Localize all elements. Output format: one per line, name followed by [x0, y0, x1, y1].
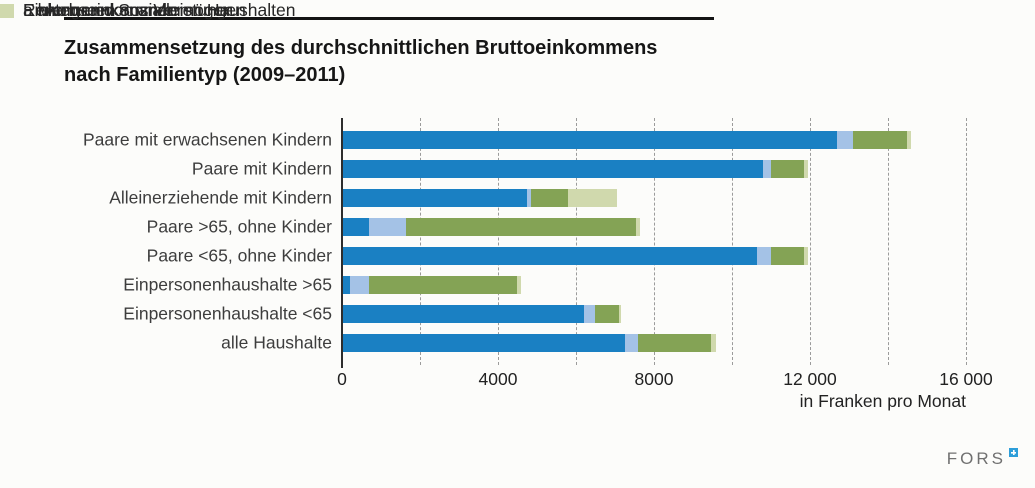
bar-segment-einkommen-aus-verm-gen — [527, 189, 532, 207]
bar-segment-a-hlungen-von-anderen-haushalten — [636, 218, 641, 236]
bar-row: Alleinerziehende mit Kindern — [109, 188, 617, 208]
bar-segment-einkommen-aus-verm-gen — [757, 247, 771, 265]
gridline — [576, 118, 577, 365]
bar-segment-renten-und-sozialleistungen — [852, 131, 908, 149]
legend-swatch-zahlungen-von-anderen-haushalten — [0, 3, 14, 18]
category-label: Alleinerziehende mit Kindern — [109, 187, 332, 208]
bar-segment-renten-und-sozialleistungen — [770, 247, 805, 265]
title-line-2: nach Familientyp (2009–2011) — [64, 64, 346, 86]
bar-segment-a-hlungen-von-anderen-haushalten — [907, 131, 912, 149]
bar-segment-renten-und-sozialleistungen — [770, 160, 805, 178]
fors-logo: FORS — [946, 448, 1018, 469]
fors-cross-icon — [1009, 448, 1018, 457]
plot-area: Paare mit erwachsenen Kindern Paare mit K… — [83, 118, 967, 365]
bar-segment-erwerbseinkommen — [342, 160, 764, 178]
bar-segment-renten-und-sozialleistungen — [369, 276, 518, 294]
legend-label: Einkommen aus Vermögen — [23, 0, 234, 20]
title-line-1: Zusammensetzung des durchschnittlichen B… — [64, 37, 658, 59]
page-title: Zusammensetzung des durchschnittlichen B… — [64, 35, 657, 89]
legend-label: Erwerbseinkommen — [23, 0, 178, 20]
gridline — [654, 118, 655, 365]
gridline — [888, 118, 889, 365]
category-label: Paare mit Kindern — [191, 158, 332, 179]
bar-segment-erwerbseinkommen — [342, 189, 528, 207]
x-tick-label: 4000 — [478, 369, 518, 389]
bar-segment-einkommen-aus-verm-gen — [369, 218, 407, 236]
bar-row: Einpersonenhaushalte <65 — [123, 304, 621, 324]
bar-segment-erwerbseinkommen — [342, 334, 625, 352]
bar-segment-einkommen-aus-verm-gen — [763, 160, 771, 178]
bar-segment-renten-und-sozialleistungen — [638, 334, 711, 352]
bar-segment-erwerbseinkommen — [342, 305, 584, 323]
fors-logo-text: FORS — [946, 449, 1006, 468]
legend-label: a hlungen von anderen Haushalten — [23, 0, 296, 20]
bar-segment-einkommen-aus-verm-gen — [624, 334, 639, 352]
x-tick-label: 12 000 — [783, 369, 837, 389]
x-axis-ticks: 0 4000 8000 12 000 16 000 — [337, 369, 993, 391]
gridline — [966, 118, 967, 365]
gridline — [732, 118, 733, 365]
bar-segment-a-hlungen-von-anderen-haushalten — [517, 276, 522, 294]
bar-segment-erwerbseinkommen — [342, 276, 350, 294]
bar-segment-erwerbseinkommen — [342, 131, 838, 149]
bar-segment-einkommen-aus-verm-gen — [837, 131, 853, 149]
bar-segment-a-hlungen-von-anderen-haushalten — [804, 160, 809, 178]
legend-label: Renten und Sozialleistungen — [23, 0, 246, 20]
gridline — [498, 118, 499, 365]
title-rule — [64, 17, 714, 20]
bar-segment-renten-und-sozialleistungen — [406, 218, 637, 236]
x-tick-label: 16 000 — [939, 369, 993, 389]
bar-segment-renten-und-sozialleistungen — [531, 189, 569, 207]
y-axis-line — [341, 118, 343, 368]
category-label: Einpersonenhaushalte >65 — [123, 274, 332, 295]
bar-segment-a-hlungen-von-anderen-haushalten — [618, 305, 621, 323]
bar-segment-erwerbseinkommen — [342, 247, 758, 265]
gridline — [420, 118, 421, 365]
x-tick-label: 0 — [337, 369, 347, 389]
bar-segment-a-hlungen-von-anderen-haushalten — [568, 189, 617, 207]
bar-row: Einpersonenhaushalte >65 — [123, 275, 522, 295]
bar-segment-a-hlungen-von-anderen-haushalten — [710, 334, 717, 352]
legend-item: a hlungen von anderen Haushalten — [0, 0, 295, 21]
category-label: Paare mit erwachsenen Kindern — [82, 129, 332, 150]
gridline — [810, 118, 811, 365]
category-label: Paare >65, ohne Kinder — [146, 216, 332, 237]
category-label: alle Haushalte — [221, 332, 332, 353]
category-label: Paare <65, ohne Kinder — [146, 245, 332, 266]
category-label: Einpersonenhaushalte <65 — [123, 303, 332, 324]
bar-row: Paare mit erwachsenen Kindern — [83, 130, 912, 150]
bar-row: Paare >65, ohne Kinder — [147, 217, 641, 237]
bar-segment-a-hlungen-von-anderen-haushalten — [804, 247, 809, 265]
bar-row: Paare mit Kindern — [192, 159, 809, 179]
bar-segment-erwerbseinkommen — [342, 218, 370, 236]
x-tick-label: 8000 — [634, 369, 674, 389]
bar-row: alle Haushalte — [221, 333, 717, 353]
bar-segment-einkommen-aus-verm-gen — [349, 276, 370, 294]
bar-row: Paare <65, ohne Kinder — [147, 246, 809, 266]
bar-segment-einkommen-aus-verm-gen — [583, 305, 596, 323]
x-axis-unit-label: in Franken pro Monat — [799, 391, 966, 411]
bar-segment-renten-und-sozialleistungen — [595, 305, 619, 323]
